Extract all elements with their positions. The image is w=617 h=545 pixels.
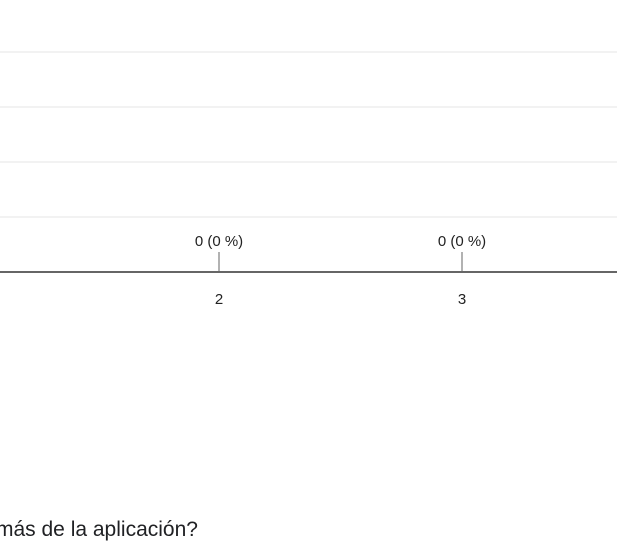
- grid-lines: [0, 51, 617, 218]
- chart-marks: 0 (0 %)10 (0 %)20 (0 %)3: [0, 233, 617, 308]
- data-label-2: 0 (0 %): [195, 233, 243, 250]
- question-title: más de la aplicación?: [0, 518, 198, 541]
- x-tick-label-2: 2: [215, 291, 223, 308]
- x-tick-label-3: 3: [458, 291, 466, 308]
- data-label-3: 0 (0 %): [438, 233, 486, 250]
- bar-chart: 0 (0 %)10 (0 %)20 (0 %)3: [0, 51, 617, 308]
